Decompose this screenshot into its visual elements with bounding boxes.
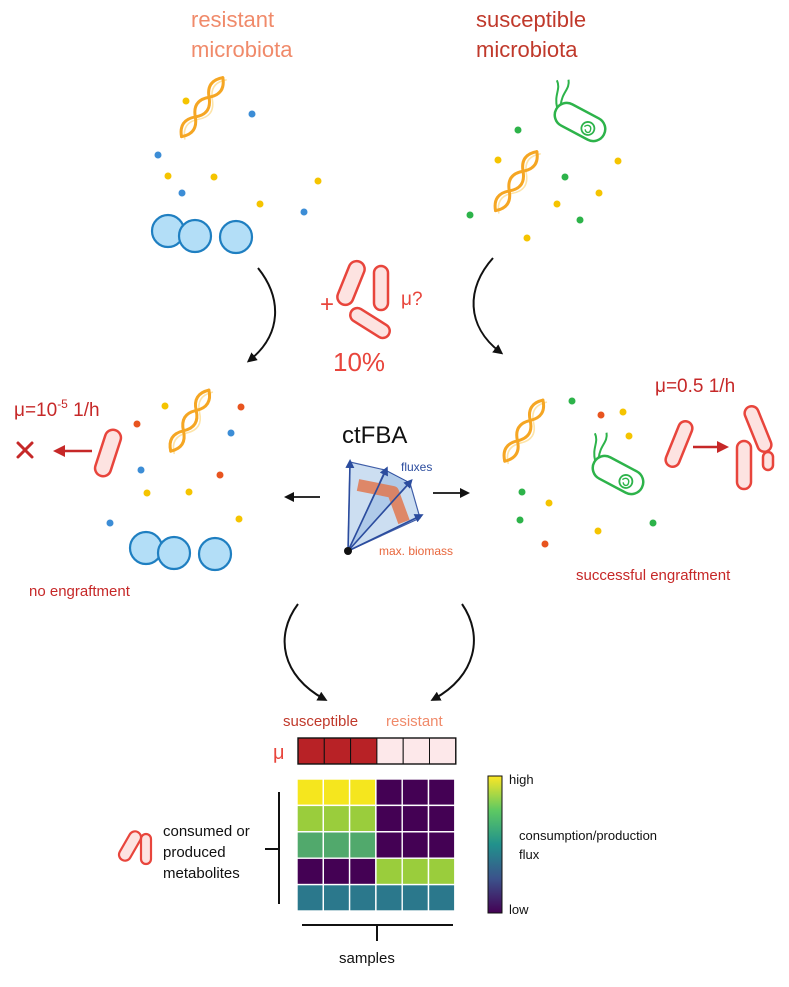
heatmap-cell (322, 857, 351, 886)
heatmap-cell (375, 804, 403, 833)
mu-question-label: μ? (401, 289, 423, 310)
heatmap-cell (401, 857, 430, 886)
arrow-left-top (246, 267, 277, 363)
heatmap-grid (296, 778, 456, 912)
mu-left-exponent: -5 (57, 397, 68, 411)
heatmap-cell (348, 831, 377, 859)
green-rod-bacterium-icon (591, 432, 645, 496)
mu-cell (429, 737, 457, 765)
heatmap-cell (348, 804, 377, 833)
invader-rods-icon (336, 259, 391, 340)
heatmap-cell (401, 831, 430, 859)
susceptible-title-line1: susceptible (476, 7, 586, 32)
heatmap-cell (322, 883, 351, 912)
heatmap-cell (322, 778, 351, 807)
samples-bracket (302, 924, 453, 941)
heatmap-susceptible-label: susceptible (283, 713, 358, 730)
ctfba-title: ctFBA (342, 422, 407, 449)
mu-cell (297, 737, 325, 765)
samples-label: samples (339, 950, 395, 967)
mu-cell (376, 737, 404, 765)
cocci-cluster-icon (128, 530, 233, 572)
arrow-left-bottom (283, 603, 328, 701)
successful-engraftment-label: successful engraftment (576, 567, 731, 584)
plus-sign: + (320, 291, 334, 318)
mu-row-border (297, 737, 457, 765)
colorbar-low-label: low (509, 902, 529, 917)
spiral-bacterium-icon (175, 72, 233, 144)
heatmap-cell (401, 883, 430, 912)
arrow-right-top (472, 257, 504, 355)
cross-icon (16, 441, 34, 459)
mu-cell (402, 737, 431, 765)
heatmap-cell (375, 857, 403, 886)
metabolites-label-line3: metabolites (163, 865, 240, 882)
heatmap-mu-label: μ (273, 742, 285, 764)
max-biomass-label: max. biomass (379, 544, 453, 558)
susceptible-community (466, 79, 622, 242)
heatmap-cell (427, 883, 456, 912)
colorbar (487, 775, 503, 914)
heatmap-resistant-label: resistant (386, 713, 444, 730)
heatmap-cell (296, 857, 324, 886)
heatmap-cell (375, 831, 403, 859)
mu-cell (323, 737, 352, 765)
fluxes-label: fluxes (401, 460, 432, 474)
heatmap-cell (296, 778, 324, 807)
inoculum-percent-label: 10% (333, 347, 385, 377)
no-engraftment-label: no engraftment (29, 583, 131, 600)
heatmap-cell (348, 883, 377, 912)
resistant-title-line1: resistant (191, 7, 274, 32)
susceptible-title-line2: microbiota (476, 37, 578, 62)
heatmap-cell (427, 778, 456, 807)
colorbar-title-line2: flux (519, 847, 540, 862)
heatmap-cell (427, 857, 456, 886)
left-engraftment-community (106, 385, 245, 572)
spiral-bacterium-icon (498, 395, 553, 468)
mu-row (297, 737, 457, 765)
metabolite-dots (154, 97, 322, 216)
heatmap-cell (427, 804, 456, 833)
heatmap-cell (296, 804, 324, 833)
metabolite-bracket (265, 792, 280, 904)
heatmap-cell (375, 778, 403, 807)
heatmap-cell (348, 857, 377, 886)
heatmap-cell (296, 883, 324, 912)
heatmap-cell (375, 883, 403, 912)
right-engraftment-community (498, 395, 657, 548)
resistant-title-line2: microbiota (191, 37, 293, 62)
invader-rod-icon (664, 419, 694, 469)
heatmap-cell (296, 831, 324, 859)
invader-rod-icon (93, 428, 123, 478)
heatmap-cell (427, 831, 456, 859)
metabolite-rods-icon (117, 830, 153, 866)
metabolites-label-line1: consumed or (163, 823, 250, 840)
mu-left-label: μ=10-5 1/h (14, 397, 100, 421)
colorbar-title-line1: consumption/production (519, 828, 657, 843)
flux-cone-icon (344, 459, 424, 555)
arrow-right-bottom (430, 603, 475, 701)
heatmap-cell (401, 804, 430, 833)
dividing-invader-icon (735, 404, 775, 491)
heatmap-cell (348, 778, 377, 807)
green-rod-bacterium-icon (553, 79, 607, 143)
metabolite-dots (466, 126, 622, 242)
cocci-cluster-icon (150, 213, 254, 255)
heatmap-cell (322, 804, 351, 833)
heatmap-cell (322, 831, 351, 859)
resistant-community (150, 72, 322, 255)
spiral-bacterium-icon (164, 385, 219, 458)
colorbar-high-label: high (509, 772, 534, 787)
metabolites-label-line2: produced (163, 844, 226, 861)
heatmap-cell (401, 778, 430, 807)
mu-right-label: μ=0.5 1/h (655, 376, 735, 397)
mu-cell (350, 737, 378, 765)
